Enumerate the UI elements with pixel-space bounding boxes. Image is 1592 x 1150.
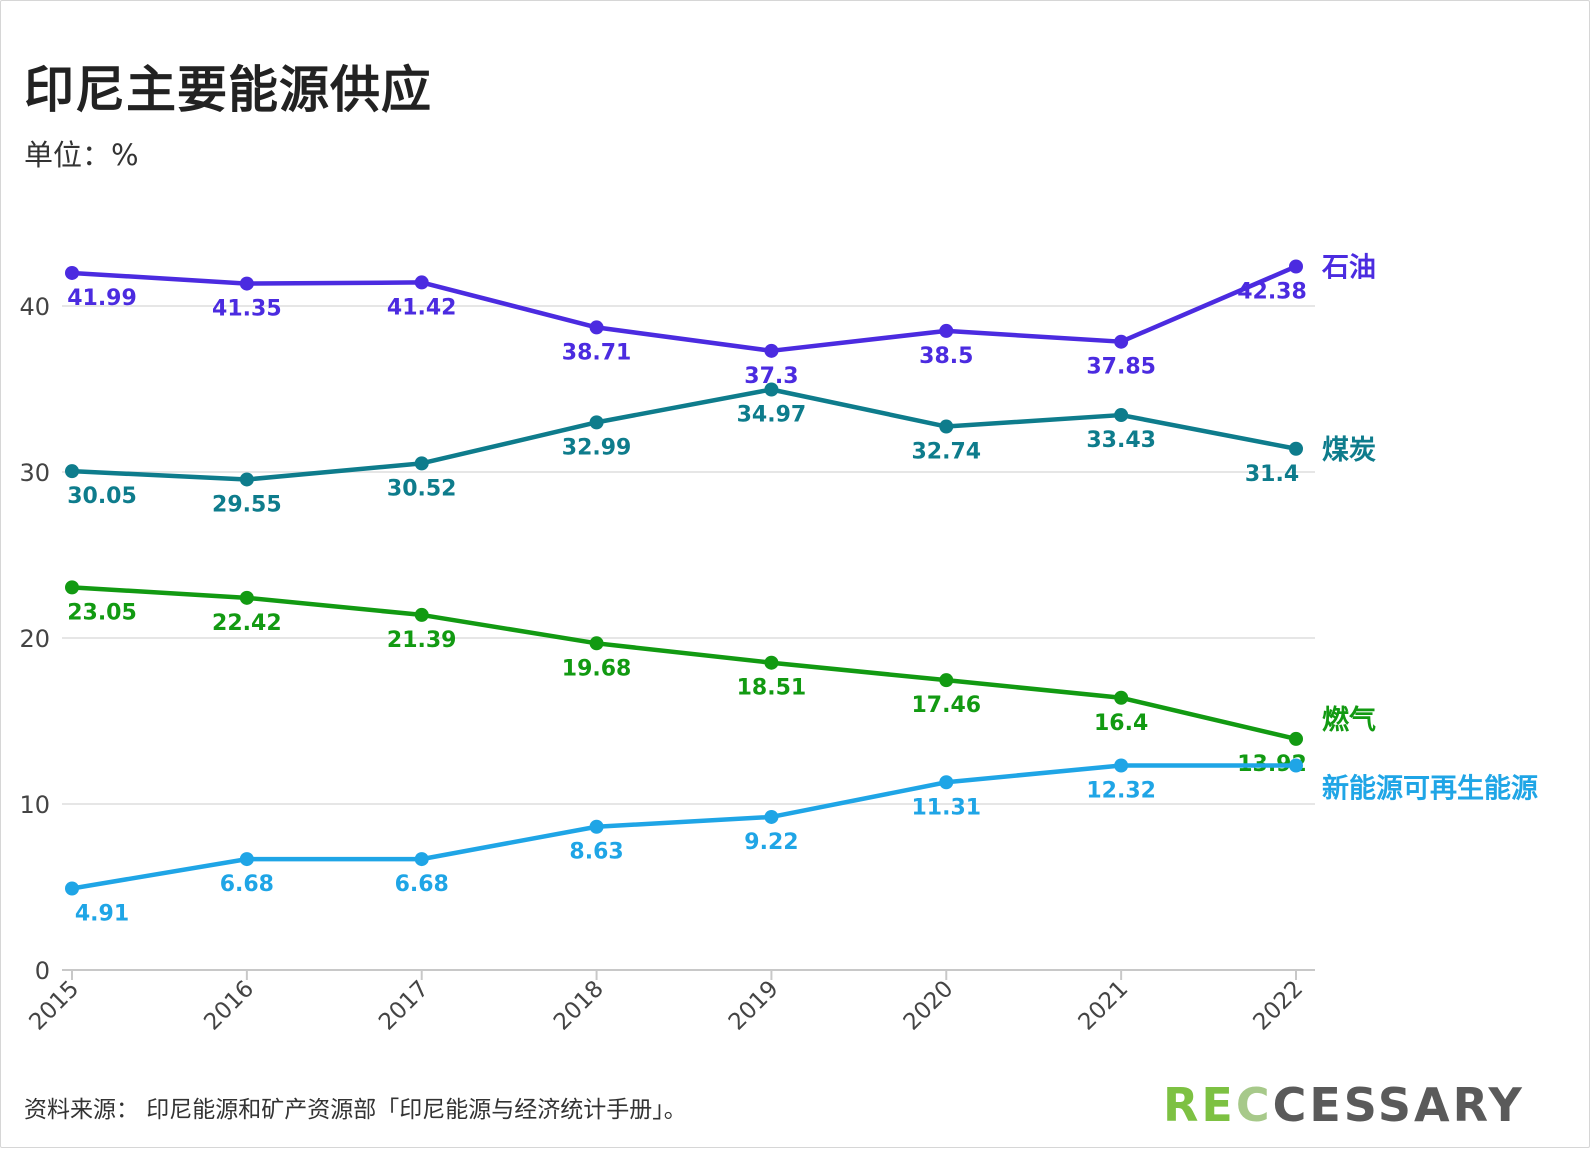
- data-point: [1289, 731, 1303, 746]
- series-line: [69, 387, 1299, 482]
- data-label: 8.63: [569, 840, 623, 865]
- data-label: 19.68: [562, 656, 632, 681]
- data-point: [65, 580, 79, 595]
- y-tick-label: 0: [35, 957, 50, 985]
- series-line: [69, 264, 1299, 354]
- data-point: [1289, 758, 1303, 773]
- chart-unit-label: 单位：%: [24, 138, 139, 172]
- series-name-label: 煤炭: [1322, 435, 1376, 466]
- y-tick-label: 40: [19, 293, 50, 321]
- source-note: 资料来源： 印尼能源和矿产资源部「印尼能源与经济统计手册」。: [24, 1097, 687, 1123]
- data-point: [764, 655, 779, 670]
- data-label: 32.99: [562, 435, 632, 460]
- reccessary-logo: RECCESSARY: [1163, 1082, 1525, 1128]
- data-point: [414, 607, 429, 622]
- data-point: [239, 276, 254, 291]
- data-point: [1114, 758, 1129, 773]
- x-tick-label: 2018: [549, 976, 609, 1036]
- data-point: [589, 636, 604, 651]
- data-point: [1114, 334, 1129, 349]
- data-label: 6.68: [220, 872, 274, 897]
- data-point: [764, 809, 779, 824]
- data-point: [939, 323, 954, 338]
- data-label: 29.55: [212, 492, 282, 517]
- logo-part-3: CESSARY: [1272, 1078, 1525, 1132]
- data-label: 16.4: [1094, 711, 1148, 736]
- y-tick-label: 10: [19, 791, 50, 819]
- logo-part-2: C: [1235, 1078, 1273, 1132]
- data-point: [939, 419, 954, 434]
- data-point: [939, 673, 954, 688]
- data-label: 17.46: [911, 693, 981, 718]
- data-point: [239, 472, 254, 487]
- data-point: [414, 852, 429, 867]
- data-label: 6.68: [395, 872, 449, 897]
- data-label: 9.22: [744, 830, 798, 855]
- x-tick-label: 2021: [1074, 976, 1134, 1036]
- data-point: [65, 265, 79, 280]
- line-chart: 0 10 20 30 40 2015 2016 2017 2018 2019 2020 2021 202…: [19, 252, 1538, 1036]
- series-line: [69, 585, 1299, 742]
- data-label: 38.5: [919, 344, 973, 369]
- data-point: [1114, 690, 1129, 705]
- data-label: 41.42: [387, 295, 457, 320]
- data-point: [589, 819, 604, 834]
- data-point: [1289, 441, 1303, 456]
- data-label: 11.31: [911, 795, 981, 820]
- data-label: 32.74: [911, 440, 981, 465]
- data-label: 30.52: [387, 476, 457, 501]
- data-point: [939, 775, 954, 790]
- data-label: 21.39: [387, 628, 457, 653]
- data-label: 41.99: [67, 286, 137, 311]
- data-point: [1289, 259, 1303, 274]
- data-point: [764, 343, 779, 358]
- data-point: [65, 881, 79, 896]
- x-tick-label: 2022: [1248, 976, 1308, 1036]
- x-tick-label: 2016: [199, 976, 259, 1036]
- data-label: 41.35: [212, 297, 282, 322]
- data-label: 18.51: [737, 676, 807, 701]
- data-point: [589, 320, 604, 335]
- data-label: 23.05: [67, 600, 137, 625]
- data-point: [239, 590, 254, 605]
- data-point: [65, 464, 79, 479]
- data-label: 38.71: [562, 340, 632, 365]
- x-tick-label: 2019: [724, 976, 784, 1036]
- y-tick-label: 30: [19, 459, 50, 487]
- data-label: 34.97: [737, 402, 807, 427]
- series-name-label: 燃气: [1322, 705, 1376, 736]
- data-label: 42.38: [1237, 279, 1307, 304]
- data-label: 4.91: [75, 901, 129, 926]
- data-label: 12.32: [1086, 778, 1156, 803]
- series-name-label: 石油: [1321, 252, 1376, 283]
- y-tick-label: 20: [19, 625, 50, 653]
- chart-title: 印尼主要能源供应: [24, 61, 432, 119]
- x-tick-label: 2015: [24, 976, 84, 1036]
- data-label: 37.85: [1086, 355, 1156, 380]
- x-tick-label: 2020: [899, 976, 959, 1036]
- data-label: 22.42: [212, 611, 282, 636]
- data-point: [239, 852, 254, 867]
- data-point: [414, 456, 429, 471]
- data-point: [1114, 408, 1129, 423]
- data-label: 31.4: [1245, 462, 1299, 487]
- series-name-label: 新能源可再生能源: [1322, 772, 1538, 804]
- logo-part-1: RE: [1163, 1078, 1236, 1132]
- data-point: [764, 382, 779, 397]
- x-tick-label: 2017: [374, 976, 434, 1036]
- data-point: [589, 415, 604, 430]
- data-label: 33.43: [1086, 428, 1156, 453]
- data-point: [414, 275, 429, 290]
- series-line: [69, 763, 1299, 891]
- data-label: 30.05: [67, 484, 137, 509]
